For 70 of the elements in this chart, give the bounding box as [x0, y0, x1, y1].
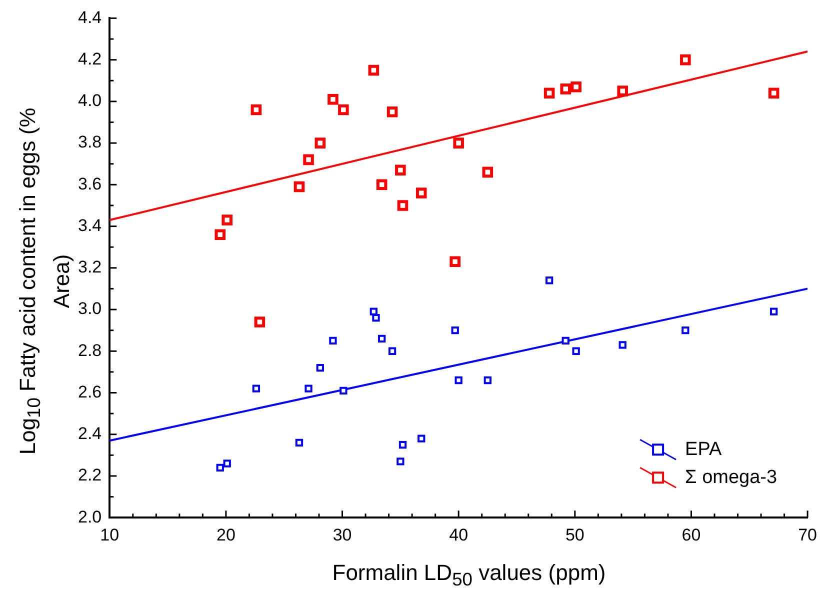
point	[572, 347, 580, 355]
point	[304, 384, 312, 392]
point	[368, 64, 380, 76]
point	[216, 464, 224, 472]
point	[340, 386, 348, 394]
y-tick-label: 2.2	[78, 466, 102, 485]
point	[338, 104, 349, 116]
y-tick-label: 2.4	[78, 424, 102, 444]
y-tick-label: 4.0	[78, 91, 102, 110]
point	[295, 438, 304, 447]
point	[316, 364, 324, 372]
y-tick-label: 4.2	[78, 50, 102, 69]
y-tick-label: 3.4	[78, 216, 102, 235]
point	[453, 138, 464, 148]
y-tick-label: 3.2	[78, 258, 102, 277]
legend-label: Σ omega-3	[685, 466, 778, 488]
point	[386, 106, 398, 118]
point	[397, 200, 408, 211]
point	[252, 384, 260, 392]
x-tick-label: 10	[100, 525, 120, 544]
point	[223, 460, 231, 468]
point	[303, 154, 314, 166]
point	[617, 86, 628, 96]
point	[544, 88, 555, 98]
x-tick-label: 60	[682, 525, 701, 544]
x-tick-label: 20	[216, 525, 236, 544]
y-tick-label: 4.4	[78, 8, 102, 27]
legend-label: EPA	[685, 438, 722, 460]
y-tick-label: 2.8	[78, 340, 102, 360]
point	[454, 376, 462, 384]
y-tick-label: 2.6	[78, 382, 102, 402]
x-axis-title: Formalin LD$_{50}$ values (ppm)	[331, 560, 607, 590]
x-tick-label: 70	[798, 525, 818, 544]
point	[484, 376, 492, 384]
x-tick-label: 50	[565, 525, 584, 544]
point	[562, 336, 570, 345]
x-tick-label: 30	[332, 525, 352, 544]
point	[482, 166, 494, 178]
point	[250, 104, 262, 116]
point	[396, 458, 404, 466]
y-tick-label: 2.0	[78, 507, 102, 526]
point	[545, 276, 554, 284]
y-tick-label: 3.8	[78, 132, 102, 152]
point	[570, 81, 582, 92]
point	[450, 256, 460, 268]
point	[680, 54, 691, 66]
point	[682, 326, 690, 334]
point	[451, 326, 459, 334]
point	[254, 316, 266, 328]
point	[378, 334, 386, 342]
point	[388, 347, 396, 355]
point	[376, 179, 388, 190]
point	[372, 314, 380, 322]
point	[329, 336, 337, 345]
point	[294, 181, 305, 192]
point	[214, 229, 226, 240]
y-tick-label: 3.0	[78, 299, 102, 318]
point	[328, 94, 338, 105]
point	[416, 188, 427, 198]
point	[770, 308, 778, 316]
point	[618, 341, 626, 349]
y-tick-label: 3.6	[78, 174, 102, 194]
point	[560, 84, 571, 94]
point	[222, 214, 233, 226]
point	[314, 138, 326, 148]
x-tick-label: 40	[449, 525, 468, 544]
point	[395, 164, 406, 176]
point	[418, 434, 426, 442]
point	[768, 88, 780, 98]
point	[398, 440, 407, 449]
